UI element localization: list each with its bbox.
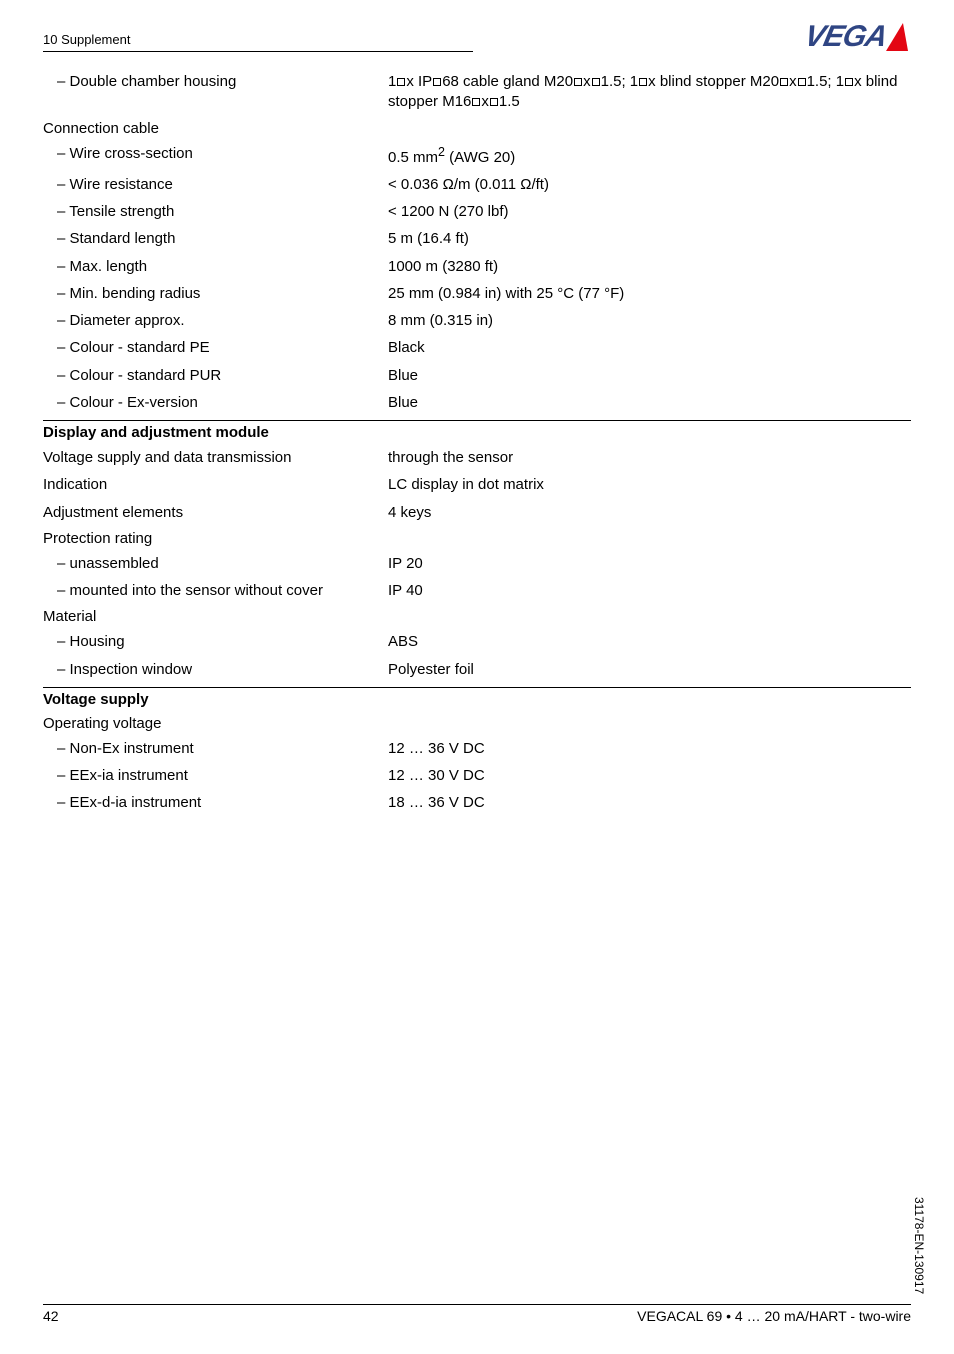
wire-resistance-value: < 0.036 Ω/m (0.011 Ω/ft) [388, 175, 911, 195]
wire-cross-value: 0.5 mm2 (AWG 20) [388, 144, 911, 168]
double-chamber-value: 1x IP68 cable gland M20x1.5; 1x blind st… [388, 72, 911, 113]
unassembled-label: – unassembled [43, 554, 388, 574]
colour-pe-value: Black [388, 338, 911, 358]
inspection-value: Polyester foil [388, 660, 911, 680]
diameter-label: – Diameter approx. [43, 311, 388, 331]
std-length-value: 5 m (16.4 ft) [388, 229, 911, 249]
std-length-label: – Standard length [43, 229, 388, 249]
tensile-value: < 1200 N (270 lbf) [388, 202, 911, 222]
colour-ex-label: – Colour - Ex-version [43, 393, 388, 413]
indication-label: Indication [43, 475, 388, 495]
colour-ex-value: Blue [388, 393, 911, 413]
bending-radius-value: 25 mm (0.984 in) with 25 °C (77 °F) [388, 284, 911, 304]
page-number: 42 [43, 1308, 59, 1324]
material-title: Material [43, 608, 911, 625]
wire-cross-label: – Wire cross-section [43, 144, 388, 168]
voltage-supply-label: Voltage supply and data transmission [43, 448, 388, 468]
adjustment-label: Adjustment elements [43, 503, 388, 523]
nonex-label: – Non-Ex instrument [43, 739, 388, 759]
main-content: – Double chamber housing 1x IP68 cable g… [0, 54, 954, 814]
adjustment-value: 4 keys [388, 503, 911, 523]
protection-rating-title: Protection rating [43, 530, 911, 547]
logo-text: VEGA [801, 20, 889, 54]
vega-logo: VEGA [801, 20, 914, 54]
connection-cable-title: Connection cable [43, 120, 911, 137]
max-length-value: 1000 m (3280 ft) [388, 257, 911, 277]
page-footer: 42 VEGACAL 69 • 4 … 20 mA/HART - two-wir… [43, 1304, 911, 1324]
unassembled-value: IP 20 [388, 554, 911, 574]
nonex-value: 12 … 36 V DC [388, 739, 911, 759]
indication-value: LC display in dot matrix [388, 475, 911, 495]
mounted-value: IP 40 [388, 581, 911, 601]
tensile-label: – Tensile strength [43, 202, 388, 222]
double-chamber-label: – Double chamber housing [43, 72, 388, 113]
eexdia-label: – EEx-d-ia instrument [43, 793, 388, 813]
colour-pur-value: Blue [388, 366, 911, 386]
inspection-label: – Inspection window [43, 660, 388, 680]
bending-radius-label: – Min. bending radius [43, 284, 388, 304]
voltage-supply-heading: Voltage supply [43, 687, 911, 708]
voltage-supply-value: through the sensor [388, 448, 911, 468]
wire-resistance-label: – Wire resistance [43, 175, 388, 195]
logo-triangle-icon [886, 23, 914, 51]
footer-doc-title: VEGACAL 69 • 4 … 20 mA/HART - two-wire [637, 1308, 911, 1324]
mounted-label: – mounted into the sensor without cover [43, 581, 388, 601]
header-section-label: 10 Supplement [43, 20, 473, 52]
display-module-heading: Display and adjustment module [43, 420, 911, 441]
colour-pe-label: – Colour - standard PE [43, 338, 388, 358]
max-length-label: – Max. length [43, 257, 388, 277]
colour-pur-label: – Colour - standard PUR [43, 366, 388, 386]
housing-value: ABS [388, 632, 911, 652]
diameter-value: 8 mm (0.315 in) [388, 311, 911, 331]
operating-voltage-title: Operating voltage [43, 715, 911, 732]
housing-label: – Housing [43, 632, 388, 652]
eexia-label: – EEx-ia instrument [43, 766, 388, 786]
side-document-code: 31178-EN-130917 [912, 1197, 926, 1294]
eexia-value: 12 … 30 V DC [388, 766, 911, 786]
eexdia-value: 18 … 36 V DC [388, 793, 911, 813]
